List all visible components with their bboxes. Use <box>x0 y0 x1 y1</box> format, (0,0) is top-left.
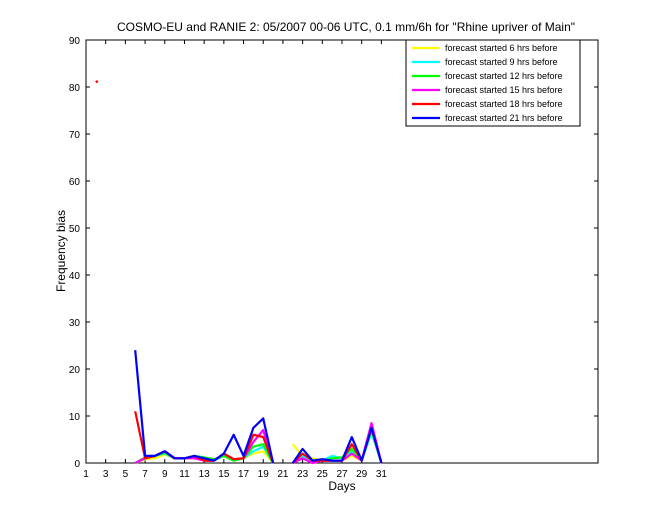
series-segment <box>134 350 275 464</box>
legend-box <box>405 39 581 127</box>
chart-title: COSMO-EU and RANIE 2: 05/2007 00-06 UTC,… <box>117 20 575 34</box>
legend-label: forecast started 15 hrs before <box>445 85 563 95</box>
x-tick-label: 13 <box>199 469 211 480</box>
y-tick-label: 20 <box>69 365 81 376</box>
y-axis-label: Frequency bias <box>54 210 68 292</box>
y-tick-label: 70 <box>69 130 81 141</box>
x-tick-label: 11 <box>179 469 190 480</box>
series-segment <box>291 426 383 464</box>
x-tick-label: 29 <box>356 469 368 480</box>
x-tick-label: 23 <box>297 469 309 480</box>
legend-label: forecast started 12 hrs before <box>445 71 563 81</box>
y-tick-label: 10 <box>69 412 81 423</box>
y-tick-label: 50 <box>69 224 81 235</box>
x-tick-label: 31 <box>376 469 388 480</box>
legend-label: forecast started 21 hrs before <box>445 113 563 123</box>
x-tick-label: 7 <box>142 469 148 480</box>
y-tick-label: 40 <box>69 271 81 282</box>
legend-label: forecast started 18 hrs before <box>445 99 563 109</box>
x-tick-label: 9 <box>162 469 168 480</box>
legend-label: forecast started 6 hrs before <box>445 43 558 53</box>
x-tick-label: 27 <box>336 469 348 480</box>
x-tick-label: 19 <box>258 469 270 480</box>
y-tick-label: 90 <box>69 36 81 47</box>
series-layer <box>95 79 383 465</box>
legend-label: forecast started 9 hrs before <box>445 57 558 67</box>
y-tick-label: 80 <box>69 83 81 94</box>
x-tick-label: 15 <box>218 469 230 480</box>
x-tick-label: 17 <box>238 469 250 480</box>
x-tick-label: 25 <box>317 469 329 480</box>
x-tick-label: 3 <box>103 469 109 480</box>
axis-ticks: 1 3 5 7 9 11 13 15 17 19 21 23 25 27 29 310102030405060… <box>69 36 598 480</box>
x-tick-label: 5 <box>123 469 129 480</box>
series-segment <box>95 79 99 84</box>
y-tick-label: 0 <box>74 459 80 470</box>
x-axis-label: Days <box>328 479 355 493</box>
x-tick-label: 1 <box>83 469 89 480</box>
series-line <box>134 350 383 464</box>
legend: forecast started 6 hrs before forecast st… <box>405 39 581 127</box>
y-tick-label: 60 <box>69 177 81 188</box>
y-tick-label: 30 <box>69 318 81 329</box>
x-tick-label: 21 <box>277 469 289 480</box>
